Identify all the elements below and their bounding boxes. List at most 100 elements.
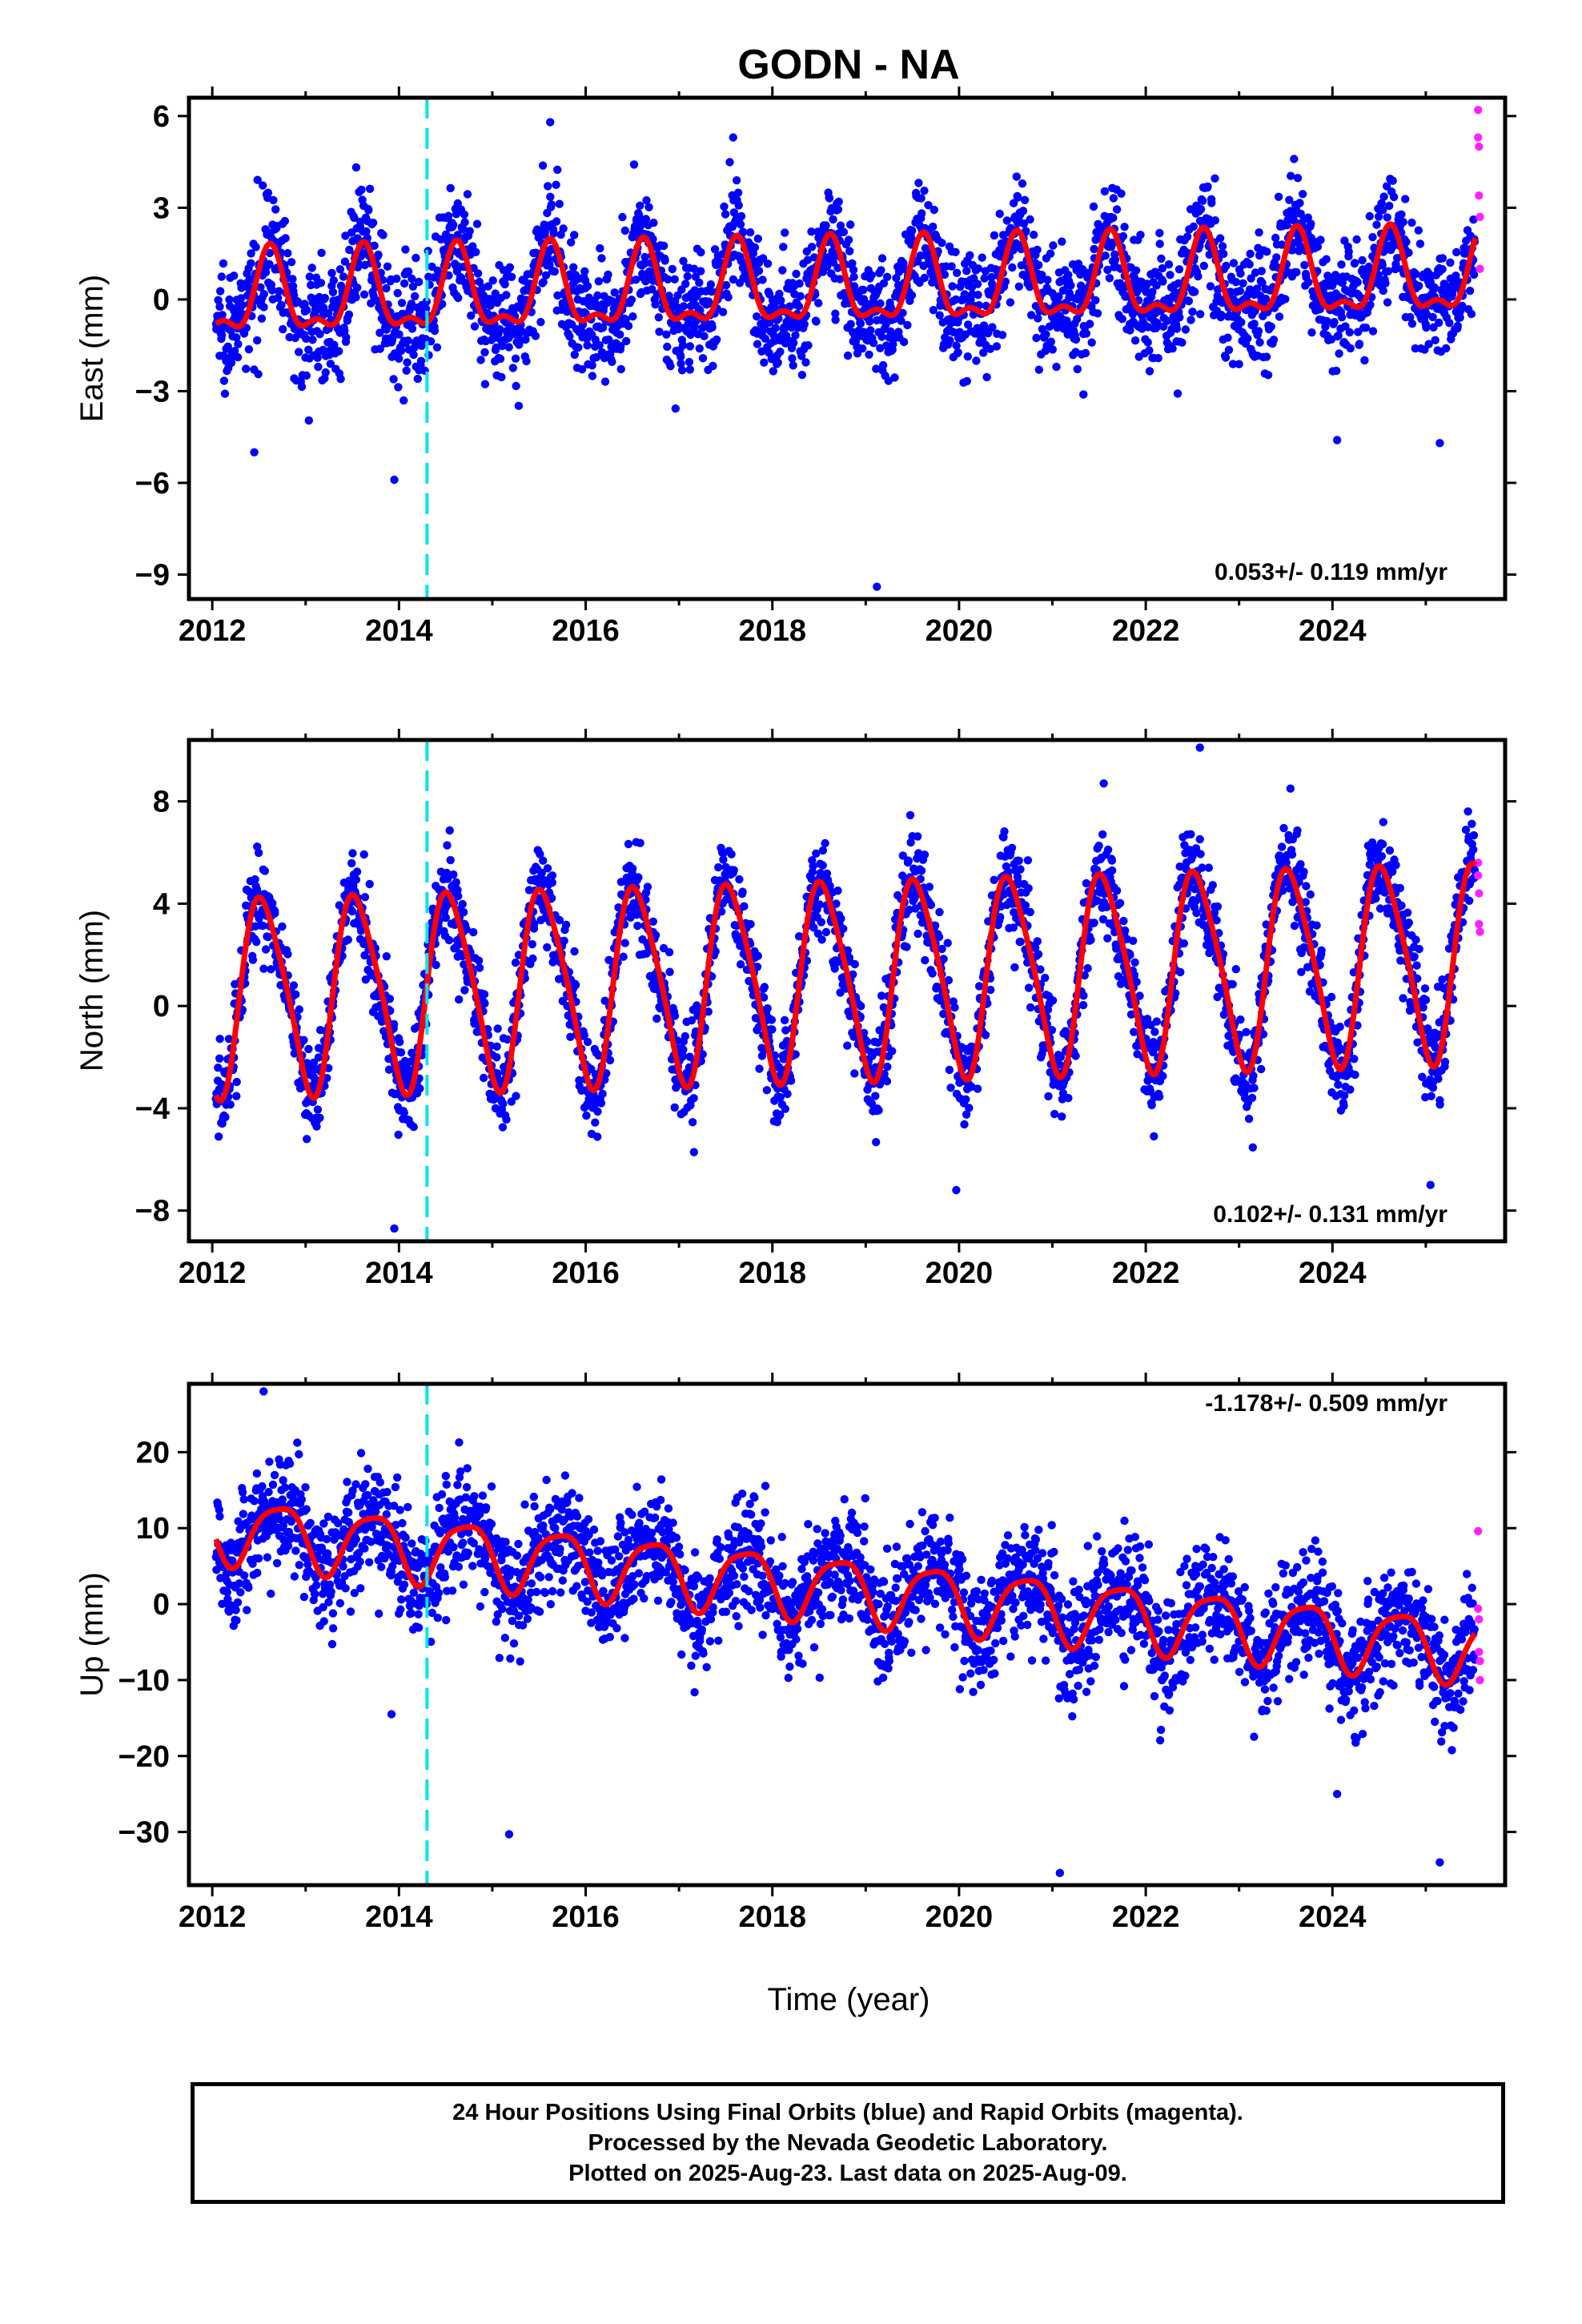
data-point: [1081, 348, 1090, 358]
data-point: [707, 287, 717, 296]
data-point: [473, 269, 483, 278]
data-point: [548, 871, 557, 880]
data-point: [1018, 179, 1027, 188]
data-point: [632, 275, 640, 284]
data-point: [474, 956, 484, 965]
data-point: [903, 320, 912, 330]
data-point: [974, 291, 982, 300]
data-point: [946, 336, 954, 345]
data-point: [610, 288, 619, 297]
data-point: [1109, 194, 1118, 203]
data-point: [1243, 334, 1252, 343]
data-point: [1086, 935, 1095, 945]
data-point: [670, 1011, 680, 1020]
data-point: [299, 1035, 308, 1045]
data-point: [393, 288, 402, 298]
data-point: [938, 239, 946, 247]
data-point: [541, 271, 551, 279]
data-point: [663, 342, 672, 352]
data-point: [416, 1084, 424, 1093]
data-point: [1038, 271, 1046, 279]
data-point: [397, 299, 407, 308]
data-point: [460, 986, 469, 995]
data-point: [232, 1092, 241, 1100]
data-point: [409, 350, 418, 360]
data-point: [253, 336, 262, 345]
data-point: [945, 1065, 954, 1075]
data-point: [561, 920, 571, 930]
data-point: [845, 247, 854, 255]
data-point: [866, 326, 875, 335]
data-point: [836, 275, 845, 283]
data-point: [1374, 212, 1383, 221]
data-point: [1381, 279, 1390, 287]
data-point: [1082, 329, 1091, 338]
data-point: [872, 1138, 881, 1147]
data-point: [1368, 327, 1378, 336]
data-point: [935, 907, 944, 917]
data-point: [677, 366, 687, 375]
data-point: [700, 332, 709, 340]
data-point: [760, 983, 769, 991]
data-point: [679, 302, 689, 311]
data-point: [415, 277, 424, 287]
data-point: [397, 346, 406, 355]
data-point: [681, 1031, 689, 1041]
data-point: [935, 311, 944, 320]
data-point: [836, 221, 845, 230]
data-point: [776, 348, 785, 356]
data-point: [277, 300, 286, 309]
data-point: [275, 287, 283, 296]
data-point: [250, 448, 259, 456]
data-point: [1162, 316, 1172, 325]
data-point: [1018, 207, 1028, 215]
data-point: [469, 927, 478, 937]
data-point: [902, 943, 911, 951]
data-point: [929, 306, 938, 315]
data-point: [1178, 338, 1186, 347]
data-point: [408, 274, 416, 283]
data-point: [628, 312, 637, 321]
data-point: [1452, 247, 1461, 257]
data-point: [789, 338, 798, 348]
data-point: [825, 194, 834, 203]
data-point: [368, 219, 378, 227]
data-point: [223, 342, 232, 351]
data-point: [390, 475, 399, 485]
data-point: [677, 352, 685, 361]
data-point: [432, 960, 440, 970]
y-tick-label: −9: [135, 558, 170, 592]
data-point: [598, 324, 608, 332]
data-point: [550, 267, 559, 276]
data-point: [604, 270, 612, 279]
data-point: [244, 345, 254, 354]
data-point: [499, 1100, 508, 1108]
data-point: [605, 1055, 615, 1065]
data-point: [463, 190, 472, 199]
data-point: [1215, 234, 1225, 243]
data-point: [818, 861, 827, 870]
data-point: [577, 365, 587, 374]
data-point: [712, 335, 721, 344]
data-point: [1050, 1109, 1059, 1119]
data-point: [934, 932, 944, 942]
data-point: [365, 879, 374, 889]
data-point: [359, 850, 368, 859]
data-point: [665, 292, 673, 300]
data-point: [470, 322, 480, 331]
data-point: [588, 372, 597, 380]
data-point: [1469, 215, 1478, 224]
x-tick-label: 2024: [1299, 614, 1367, 648]
data-point: [1262, 352, 1271, 361]
data-point: [1032, 333, 1041, 343]
data-point: [324, 309, 333, 318]
data-point: [402, 366, 411, 375]
data-point: [718, 308, 728, 316]
data-point: [882, 272, 892, 281]
data-point: [559, 224, 568, 233]
data-point: [616, 330, 624, 339]
data-point: [1407, 218, 1416, 227]
data-point: [989, 281, 998, 291]
data-point: [417, 341, 426, 350]
data-point: [375, 328, 384, 337]
